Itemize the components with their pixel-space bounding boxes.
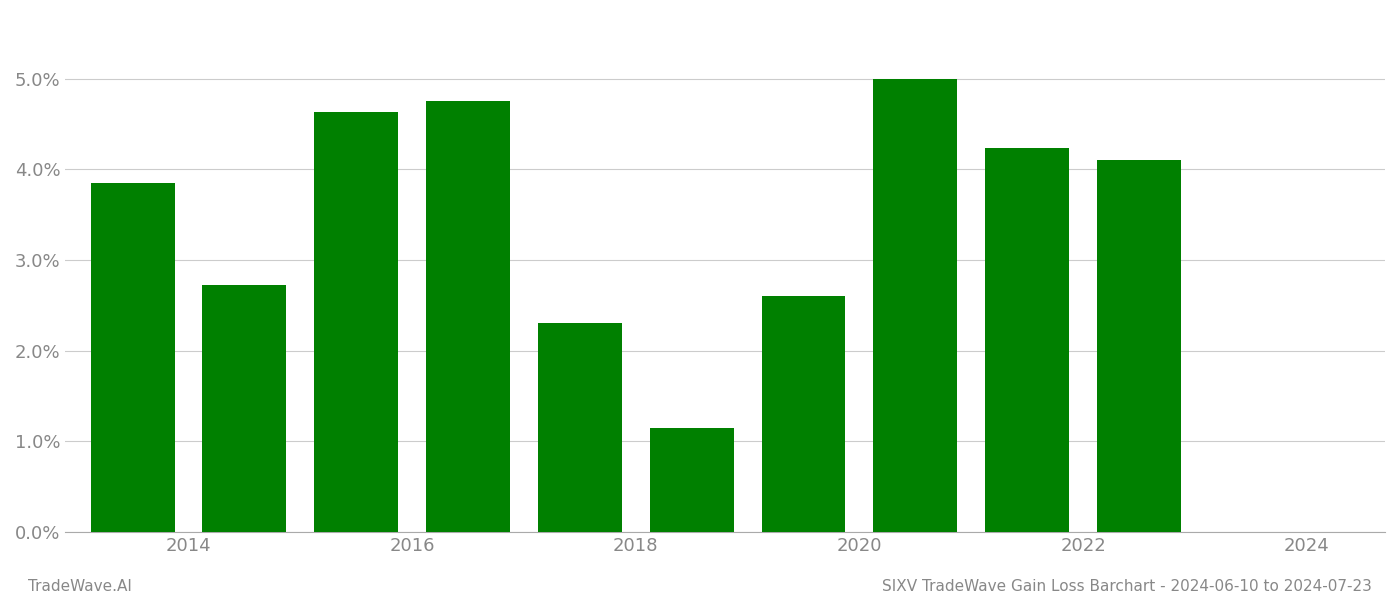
Bar [1098,160,1182,532]
Bar [538,323,622,532]
Bar [650,428,734,532]
Bar [426,101,510,532]
Bar [91,183,175,532]
Bar [986,148,1070,532]
Bar [762,296,846,532]
Text: TradeWave.AI: TradeWave.AI [28,579,132,594]
Bar [314,112,398,532]
Bar [874,79,958,532]
Bar [203,286,287,532]
Text: SIXV TradeWave Gain Loss Barchart - 2024-06-10 to 2024-07-23: SIXV TradeWave Gain Loss Barchart - 2024… [882,579,1372,594]
